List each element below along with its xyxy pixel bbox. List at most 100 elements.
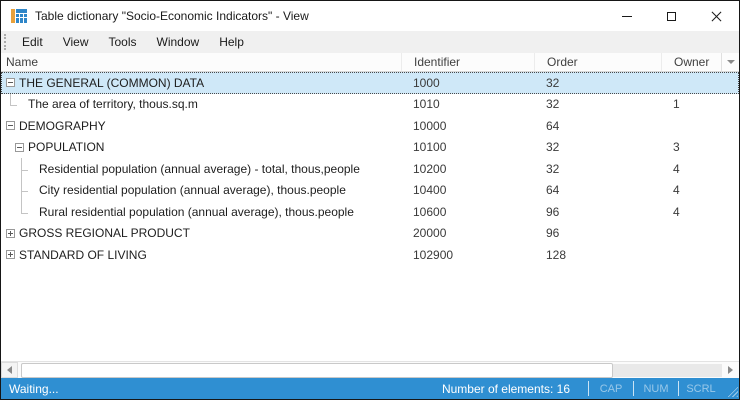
menu-bar: Edit View Tools Window Help: [1, 31, 739, 53]
row-order: 32: [546, 97, 560, 112]
tree-expander-icon[interactable]: [6, 250, 15, 260]
table-row[interactable]: Residential population (annual average) …: [1, 158, 739, 180]
row-label: The area of territory, thous.sq.m: [28, 97, 198, 112]
row-name-cell: DEMOGRAPHY: [1, 115, 401, 137]
status-text: Waiting...: [9, 381, 59, 396]
row-name-cell: Residential population (annual average) …: [1, 158, 401, 180]
close-icon: [711, 11, 722, 22]
row-order: 128: [546, 247, 567, 262]
status-separator: [678, 381, 679, 396]
header-identifier[interactable]: Identifier: [401, 53, 534, 71]
row-order: 96: [546, 204, 560, 219]
row-identifier: 1000: [413, 75, 440, 90]
table-row[interactable]: GROSS REGIONAL PRODUCT 20000 96: [1, 223, 739, 245]
num-lock-indicator: NUM: [643, 382, 669, 395]
menu-edit[interactable]: Edit: [22, 35, 43, 49]
row-label: Residential population (annual average) …: [39, 161, 360, 176]
tree-expander-icon[interactable]: [6, 78, 15, 88]
row-order: 32: [546, 75, 560, 90]
scroll-right-button[interactable]: [722, 362, 739, 378]
row-label: THE GENERAL (COMMON) DATA: [19, 75, 205, 90]
row-identifier: 20000: [413, 226, 447, 241]
scrollbar-thumb[interactable]: [21, 362, 613, 378]
close-button[interactable]: [694, 1, 739, 31]
title-bar: Table dictionary "Socio-Economic Indicat…: [1, 1, 739, 31]
row-order: 32: [546, 140, 560, 155]
horizontal-scrollbar[interactable]: [1, 361, 739, 378]
row-order: 64: [546, 183, 560, 198]
tree-expander-icon[interactable]: [6, 228, 15, 238]
window-controls: [604, 1, 739, 31]
row-indent: [1, 168, 21, 169]
row-indent: [1, 211, 21, 212]
table-row[interactable]: Rural residential population (annual ave…: [1, 201, 739, 223]
row-identifier: 10400: [413, 183, 447, 198]
maximize-icon: [667, 11, 676, 21]
window-title: Table dictionary "Socio-Economic Indicat…: [35, 9, 309, 23]
scrollbar-track[interactable]: [613, 363, 722, 377]
table-row[interactable]: POPULATION 10100 32 3: [1, 137, 739, 159]
menu-tools[interactable]: Tools: [108, 35, 137, 49]
table-row[interactable]: THE GENERAL (COMMON) DATA 1000 32: [1, 72, 739, 94]
scroll-lock-indicator: SCRL: [686, 382, 716, 395]
row-label: Rural residential population (annual ave…: [39, 204, 354, 219]
scroll-left-button[interactable]: [1, 362, 18, 378]
menu-grip-icon: [4, 34, 6, 50]
row-owner: 4: [673, 183, 680, 198]
row-label: GROSS REGIONAL PRODUCT: [19, 226, 190, 241]
menu-window[interactable]: Window: [156, 35, 200, 49]
element-count: Number of elements: 16: [441, 381, 570, 396]
row-name-cell: Rural residential population (annual ave…: [1, 201, 401, 223]
tree-expander-icon[interactable]: [15, 142, 24, 152]
tree-connector: [10, 93, 17, 116]
header-owner[interactable]: Owner: [661, 53, 721, 71]
row-owner: 4: [673, 204, 680, 219]
chevron-down-icon: [726, 60, 735, 64]
row-owner: 1: [673, 97, 680, 112]
row-name-cell: The area of territory, thous.sq.m: [1, 93, 401, 116]
header-name[interactable]: Name: [6, 55, 39, 69]
menu-help[interactable]: Help: [219, 35, 244, 49]
row-name-cell: City residential population (annual aver…: [1, 179, 401, 202]
status-bar: Waiting... Number of elements: 16 CAP NU…: [1, 378, 739, 399]
row-identifier: 10100: [413, 140, 447, 155]
header-order[interactable]: Order: [534, 53, 661, 71]
row-identifier: 10200: [413, 161, 447, 176]
row-name-cell: THE GENERAL (COMMON) DATA: [1, 72, 401, 94]
row-indent: [1, 104, 10, 105]
row-label: City residential population (annual aver…: [39, 183, 346, 198]
row-owner: 3: [673, 140, 680, 155]
row-identifier: 10600: [413, 204, 447, 219]
table-row[interactable]: DEMOGRAPHY 10000 64: [1, 115, 739, 137]
row-name-cell: POPULATION: [1, 137, 401, 159]
row-order: 64: [546, 118, 560, 133]
row-identifier: 10000: [413, 118, 447, 133]
tree-expander-icon[interactable]: [6, 121, 15, 131]
table-dictionary-icon: [11, 9, 27, 23]
tree-connector: [21, 158, 28, 180]
column-options-button[interactable]: [721, 53, 739, 71]
table-row[interactable]: The area of territory, thous.sq.m 1010 3…: [1, 93, 739, 116]
tree-connector: [21, 201, 28, 223]
row-owner: 4: [673, 161, 680, 176]
table-row[interactable]: City residential population (annual aver…: [1, 179, 739, 202]
row-identifier: 102900: [413, 247, 454, 262]
row-indent: [1, 147, 15, 148]
grid-body: THE GENERAL (COMMON) DATA 1000 32 The ar…: [1, 72, 739, 361]
row-label: STANDARD OF LIVING: [19, 247, 147, 262]
status-separator: [588, 381, 589, 396]
maximize-button[interactable]: [649, 1, 694, 31]
row-label: POPULATION: [28, 140, 105, 155]
row-name-cell: STANDARD OF LIVING: [1, 244, 401, 266]
resize-grip-icon[interactable]: [725, 384, 738, 397]
minimize-button[interactable]: [604, 1, 649, 31]
row-indent: [1, 190, 21, 191]
row-name-cell: GROSS REGIONAL PRODUCT: [1, 223, 401, 245]
status-separator: [633, 381, 634, 396]
row-identifier: 1010: [413, 97, 440, 112]
menu-view[interactable]: View: [62, 35, 89, 49]
row-order: 32: [546, 161, 560, 176]
tree-connector: [21, 179, 28, 202]
table-row[interactable]: STANDARD OF LIVING 102900 128: [1, 244, 739, 266]
